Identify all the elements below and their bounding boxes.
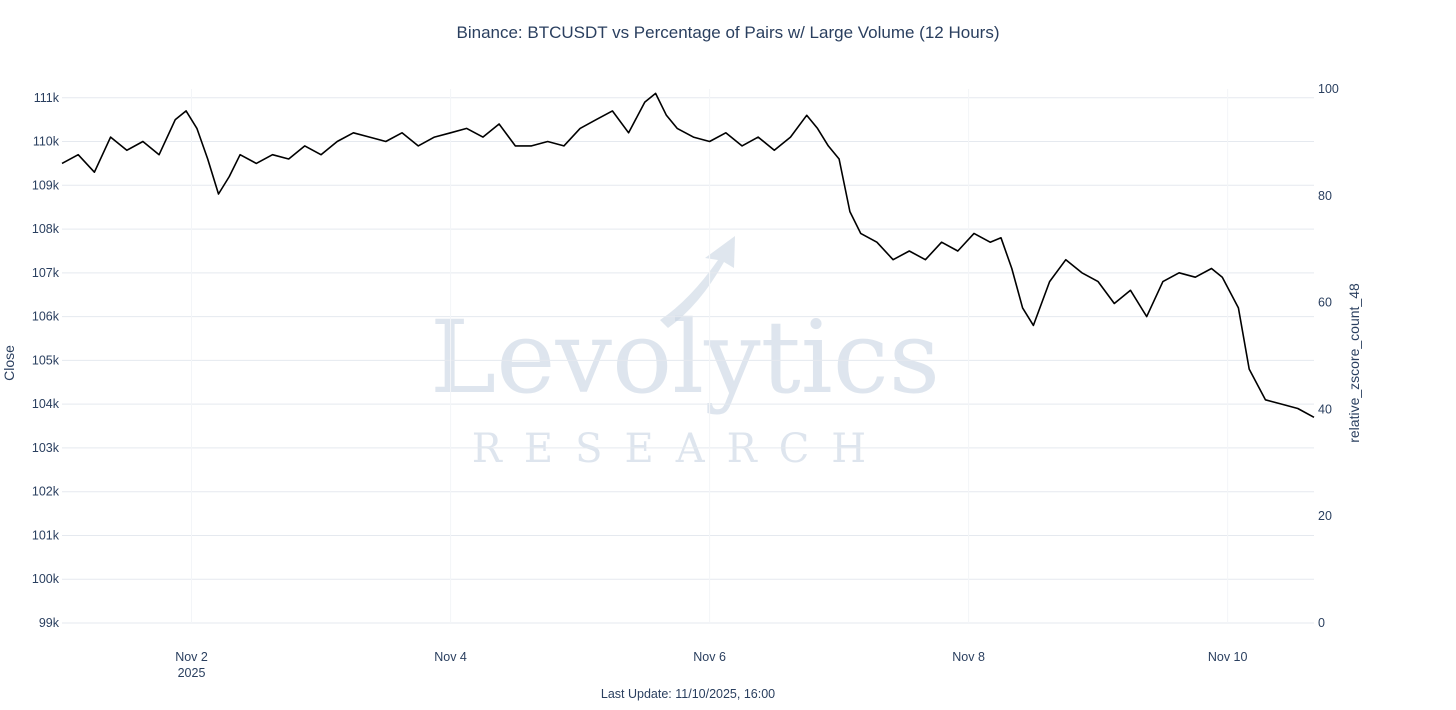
y-left-tick-label: 100k: [32, 572, 60, 586]
x-tick-sublabel: 2025: [178, 666, 206, 680]
y-left-tick-label: 104k: [32, 397, 60, 411]
y-right-tick-label: 20: [1318, 509, 1332, 523]
y-left-tick-label: 101k: [32, 528, 60, 542]
y-axis-right-title: relative_zscore_count_48: [1346, 283, 1362, 443]
series-layer: [61, 92, 1315, 419]
y-right-tick-label: 100: [1318, 82, 1339, 96]
x-tick-label: Nov 6: [693, 650, 726, 664]
y-left-tick-label: 110k: [33, 135, 60, 149]
y-left-tick-label: 103k: [32, 441, 60, 455]
y-right-tick-label: 0: [1318, 616, 1325, 630]
y-left-tick-label: 108k: [32, 222, 60, 236]
y-left-tick-label: 102k: [32, 485, 60, 499]
y-axis-left-ticks: 99k 100k 101k 102k 103k 104k 105k 106k 107k 108k 1…: [32, 91, 60, 630]
watermark-arrow-icon: [660, 236, 735, 328]
x-tick-label: Nov 8: [952, 650, 985, 664]
watermark: Levolytics RESEARCH: [430, 236, 940, 472]
y-axis-right-ticks: 0 20 40 60 80 100: [1318, 82, 1339, 630]
y-axis-left-title: Close: [1, 345, 17, 381]
y-left-tick-label: 99k: [39, 616, 60, 630]
y-right-tick-label: 60: [1318, 296, 1332, 310]
y-left-tick-label: 105k: [32, 353, 60, 367]
x-axis-ticks: Nov 2 2025 Nov 4 Nov 6 Nov 8 Nov 10: [175, 650, 1247, 680]
gridlines: [62, 89, 1314, 624]
x-tick-label: Nov 4: [434, 650, 467, 664]
y-left-tick-label: 107k: [32, 266, 60, 280]
watermark-text: Levolytics: [430, 299, 940, 416]
x-tick-label: Nov 2: [175, 650, 208, 664]
y-right-tick-label: 40: [1318, 402, 1332, 416]
y-left-tick-label: 106k: [32, 310, 60, 324]
series-line-0: [61, 92, 1315, 419]
watermark-subtext: RESEARCH: [472, 426, 888, 472]
y-left-tick-label: 111k: [34, 91, 60, 105]
y-left-tick-label: 109k: [32, 178, 60, 192]
y-right-tick-label: 80: [1318, 189, 1332, 203]
chart-title: Binance: BTCUSDT vs Percentage of Pairs …: [457, 23, 1000, 42]
x-tick-label: Nov 10: [1208, 650, 1248, 664]
last-update-footer: Last Update: 11/10/2025, 16:00: [601, 687, 775, 701]
